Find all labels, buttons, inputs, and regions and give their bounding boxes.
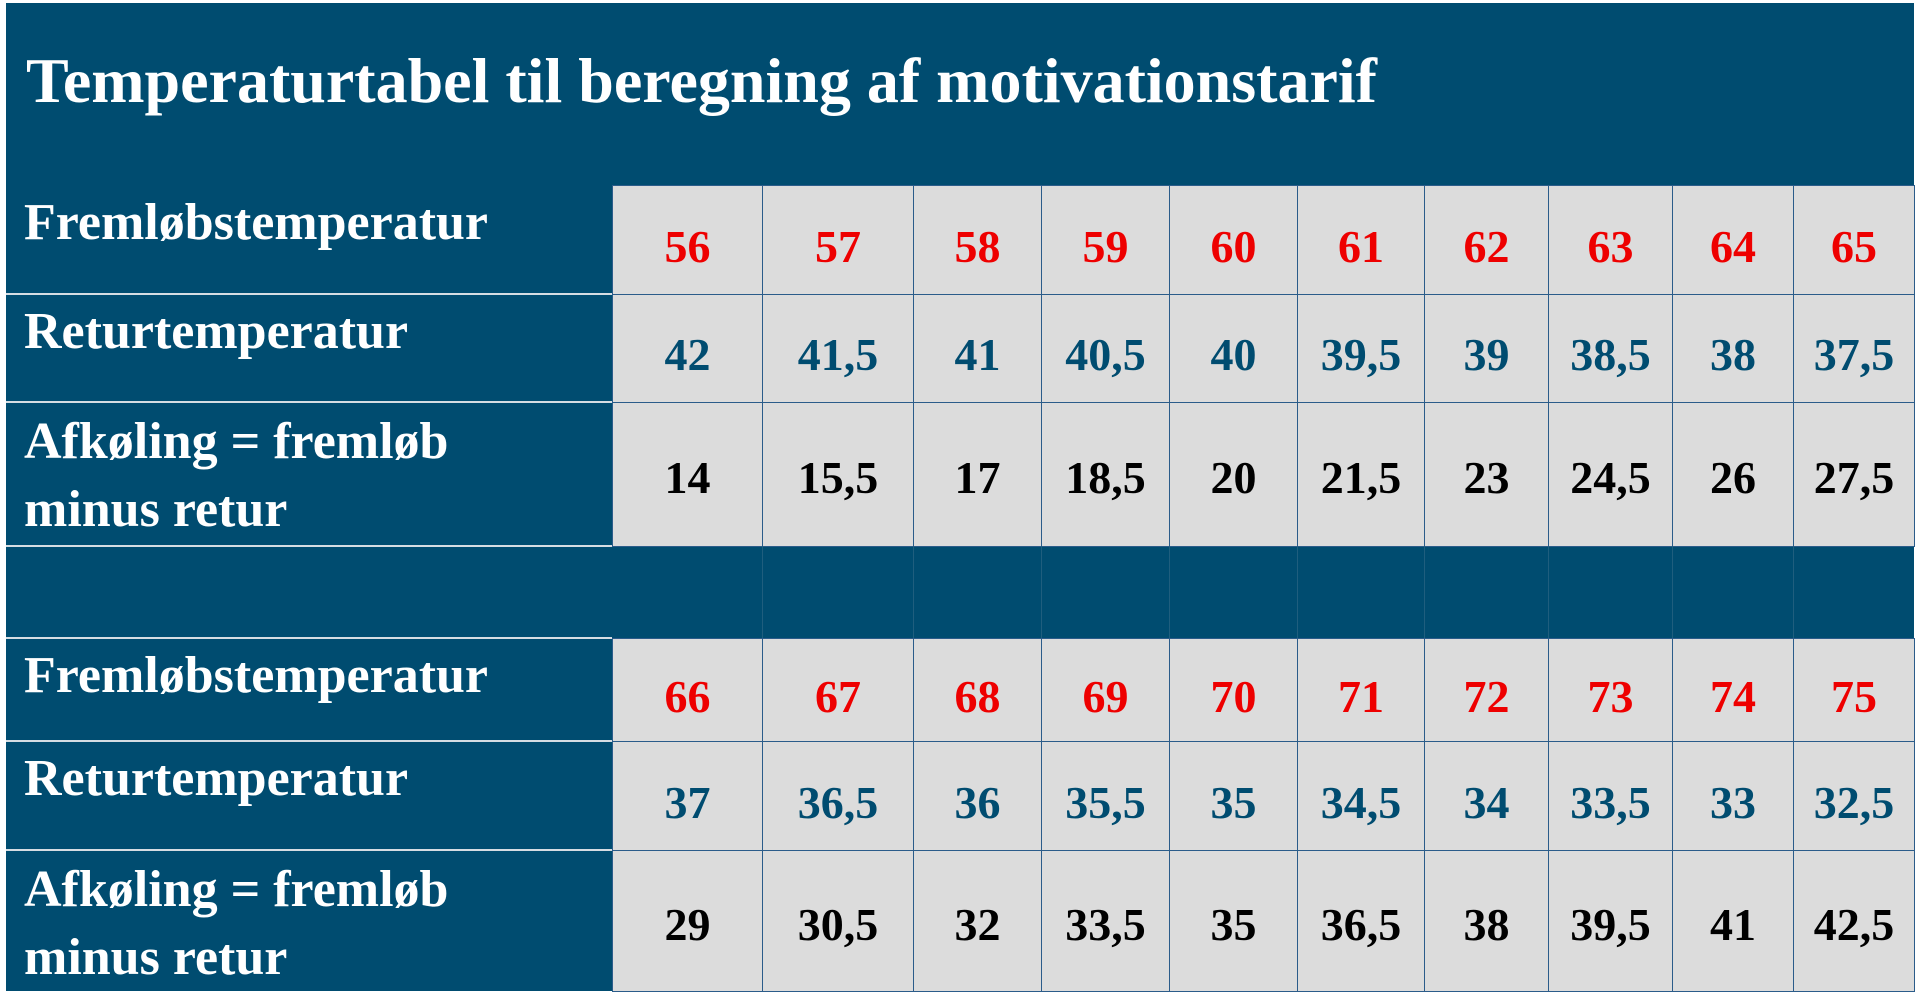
cell-flow-temperature: 57 bbox=[762, 185, 914, 295]
block-divider bbox=[6, 545, 612, 547]
gap-column-divider bbox=[1793, 546, 1794, 638]
cell-flow-temperature: 56 bbox=[612, 185, 763, 295]
row-label-flow-temperature: Fremløbstemperatur bbox=[24, 189, 604, 257]
cell-cooling: 23 bbox=[1424, 402, 1549, 547]
cell-return-temperature: 42 bbox=[612, 294, 763, 403]
row-label-return-temperature: Returtemperatur bbox=[24, 298, 604, 366]
gap-column-divider bbox=[1548, 546, 1549, 638]
cell-flow-temperature: 68 bbox=[913, 638, 1042, 742]
table-title: Temperaturtabel til beregning af motivat… bbox=[26, 45, 1377, 116]
row-divider bbox=[6, 849, 612, 851]
cell-cooling: 27,5 bbox=[1793, 402, 1915, 547]
row-divider bbox=[6, 401, 612, 403]
cell-return-temperature: 40,5 bbox=[1041, 294, 1170, 403]
cell-cooling: 17 bbox=[913, 402, 1042, 547]
cell-cooling: 42,5 bbox=[1793, 850, 1915, 992]
cell-flow-temperature: 69 bbox=[1041, 638, 1170, 742]
cell-cooling: 14 bbox=[612, 402, 763, 547]
row-label-line: Returtemperatur bbox=[24, 303, 409, 360]
cell-cooling: 15,5 bbox=[762, 402, 914, 547]
row-label-column bbox=[6, 185, 612, 991]
cell-return-temperature: 34,5 bbox=[1297, 741, 1425, 851]
cell-cooling: 18,5 bbox=[1041, 402, 1170, 547]
cell-return-temperature: 34 bbox=[1424, 741, 1549, 851]
cell-return-temperature: 40 bbox=[1169, 294, 1298, 403]
cell-return-temperature: 35,5 bbox=[1041, 741, 1170, 851]
row-label-line: minus retur bbox=[24, 481, 288, 538]
cell-return-temperature: 33 bbox=[1672, 741, 1794, 851]
cell-return-temperature: 35 bbox=[1169, 741, 1298, 851]
row-divider bbox=[6, 293, 612, 295]
gap-column-divider bbox=[1169, 546, 1170, 638]
cell-return-temperature: 36 bbox=[913, 741, 1042, 851]
cell-flow-temperature: 70 bbox=[1169, 638, 1298, 742]
row-label-line: Fremløbstemperatur bbox=[24, 194, 489, 251]
row-label-line: minus retur bbox=[24, 929, 288, 986]
cell-cooling: 24,5 bbox=[1548, 402, 1673, 547]
cell-return-temperature: 32,5 bbox=[1793, 741, 1915, 851]
cell-flow-temperature: 64 bbox=[1672, 185, 1794, 295]
cell-flow-temperature: 63 bbox=[1548, 185, 1673, 295]
cell-flow-temperature: 72 bbox=[1424, 638, 1549, 742]
cell-return-temperature: 38,5 bbox=[1548, 294, 1673, 403]
cell-cooling: 30,5 bbox=[762, 850, 914, 992]
gap-column-divider bbox=[913, 546, 914, 638]
row-label-cooling: Afkøling = fremløb minus retur bbox=[24, 408, 604, 544]
row-label-line: Fremløbstemperatur bbox=[24, 647, 489, 704]
cell-cooling: 26 bbox=[1672, 402, 1794, 547]
cell-flow-temperature: 62 bbox=[1424, 185, 1549, 295]
gap-column-divider bbox=[762, 546, 763, 638]
gap-column-divider bbox=[1424, 546, 1425, 638]
cell-cooling: 20 bbox=[1169, 402, 1298, 547]
cell-cooling: 21,5 bbox=[1297, 402, 1425, 547]
row-label-line: Afkøling = fremløb bbox=[24, 861, 449, 918]
block-divider bbox=[6, 637, 612, 639]
cell-cooling: 35 bbox=[1169, 850, 1298, 992]
title-band: Temperaturtabel til beregning af motivat… bbox=[6, 3, 1914, 185]
cell-flow-temperature: 59 bbox=[1041, 185, 1170, 295]
row-divider bbox=[6, 740, 612, 742]
cell-flow-temperature: 73 bbox=[1548, 638, 1673, 742]
cell-return-temperature: 36,5 bbox=[762, 741, 914, 851]
cell-return-temperature: 41,5 bbox=[762, 294, 914, 403]
cell-return-temperature: 39,5 bbox=[1297, 294, 1425, 403]
row-label-return-temperature: Returtemperatur bbox=[24, 745, 604, 813]
cell-cooling: 32 bbox=[913, 850, 1042, 992]
gap-column-divider bbox=[1672, 546, 1673, 638]
cell-flow-temperature: 67 bbox=[762, 638, 914, 742]
cell-cooling: 29 bbox=[612, 850, 763, 992]
cell-cooling: 39,5 bbox=[1548, 850, 1673, 992]
row-label-cooling: Afkøling = fremløb minus retur bbox=[24, 856, 604, 992]
cell-cooling: 36,5 bbox=[1297, 850, 1425, 992]
cell-return-temperature: 39 bbox=[1424, 294, 1549, 403]
cell-return-temperature: 41 bbox=[913, 294, 1042, 403]
cell-flow-temperature: 74 bbox=[1672, 638, 1794, 742]
cell-flow-temperature: 58 bbox=[913, 185, 1042, 295]
cell-cooling: 41 bbox=[1672, 850, 1794, 992]
cell-return-temperature: 38 bbox=[1672, 294, 1794, 403]
cell-flow-temperature: 65 bbox=[1793, 185, 1915, 295]
cell-cooling: 33,5 bbox=[1041, 850, 1170, 992]
cell-flow-temperature: 71 bbox=[1297, 638, 1425, 742]
cell-return-temperature: 37,5 bbox=[1793, 294, 1915, 403]
gap-column-divider bbox=[1041, 546, 1042, 638]
cell-flow-temperature: 60 bbox=[1169, 185, 1298, 295]
cell-return-temperature: 37 bbox=[612, 741, 763, 851]
row-label-line: Returtemperatur bbox=[24, 750, 409, 807]
row-label-flow-temperature: Fremløbstemperatur bbox=[24, 642, 604, 710]
cell-cooling: 38 bbox=[1424, 850, 1549, 992]
cell-flow-temperature: 61 bbox=[1297, 185, 1425, 295]
gap-column-divider bbox=[1297, 546, 1298, 638]
row-label-line: Afkøling = fremløb bbox=[24, 413, 449, 470]
block-separator-band bbox=[612, 546, 1914, 638]
cell-return-temperature: 33,5 bbox=[1548, 741, 1673, 851]
cell-flow-temperature: 75 bbox=[1793, 638, 1915, 742]
cell-flow-temperature: 66 bbox=[612, 638, 763, 742]
